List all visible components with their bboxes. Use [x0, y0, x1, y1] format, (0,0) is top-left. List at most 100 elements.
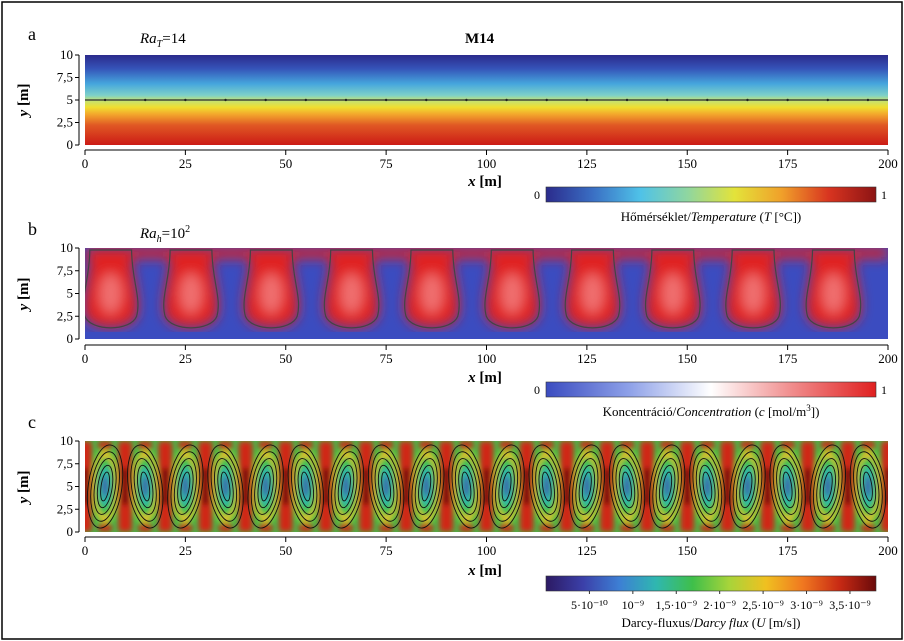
panel-a-ylabel: y [m]	[16, 84, 32, 119]
x-tick-label: 50	[279, 351, 292, 366]
y-tick-label: 0	[67, 137, 74, 152]
streamline	[622, 471, 632, 502]
cell-center	[182, 475, 189, 498]
x-tick-label: 150	[678, 156, 698, 171]
streamline	[732, 451, 763, 522]
cell-center	[343, 475, 349, 498]
streamline	[451, 451, 482, 522]
cell-center	[543, 475, 550, 498]
streamline	[167, 444, 204, 529]
streamline	[779, 464, 796, 509]
panel-a-rayleigh: RaT=14	[139, 31, 186, 50]
panel-b-ylabel: y [m]	[16, 278, 32, 313]
x-tick-label: 75	[380, 156, 393, 171]
panel-a-x-ticks: 0 25 50 75 100 125 150 175 200	[82, 150, 898, 171]
x-tick-label: 150	[678, 351, 698, 366]
streamline	[207, 444, 244, 529]
cell-boundary-core	[644, 468, 651, 505]
streamline	[260, 471, 271, 502]
panel-c-heatmap	[85, 441, 888, 532]
streamline	[739, 464, 756, 509]
streamline	[371, 451, 401, 522]
isotherm-marker	[144, 98, 147, 102]
x-tick-label: 0	[82, 156, 89, 171]
cell-bottom-flux	[579, 524, 594, 532]
cell-bottom-flux	[780, 524, 795, 532]
cell-center	[303, 475, 309, 498]
y-tick-label: 5	[67, 286, 74, 301]
cell-bottom-flux	[459, 524, 474, 532]
streamline	[214, 458, 238, 515]
cell-center	[383, 475, 389, 498]
cell-top-flux	[499, 441, 514, 449]
streamline	[575, 458, 599, 515]
streamline	[90, 451, 120, 522]
x-tick-label: 175	[778, 543, 798, 558]
x-tick-label: 200	[878, 543, 898, 558]
panel-b-xlabel: x [m]	[467, 370, 502, 386]
streamline	[254, 458, 278, 515]
panel-b-rayleigh: Rah=102	[139, 224, 190, 245]
finger-core	[260, 273, 283, 314]
cell-top-flux	[298, 441, 313, 449]
streamline	[535, 458, 559, 515]
cell-boundary-core	[403, 468, 410, 505]
streamline	[127, 444, 164, 529]
cell-center	[624, 475, 630, 498]
x-tick-label: 0	[82, 543, 89, 558]
streamline	[491, 451, 522, 522]
finger-core	[420, 273, 443, 314]
y-tick-label: 7,5	[57, 456, 73, 471]
streamline	[612, 451, 642, 522]
cell-bottom-flux	[178, 524, 193, 532]
streamline	[291, 451, 321, 522]
streamline	[140, 471, 151, 502]
cell-top-flux	[620, 441, 635, 449]
streamline	[816, 458, 840, 515]
panel-c-x-ticks: 0 25 50 75 100 125 150 175 200	[82, 537, 898, 558]
cell-bottom-flux	[379, 524, 394, 532]
cell-boundary-core	[764, 468, 771, 505]
finger-core	[661, 273, 684, 314]
streamline	[568, 444, 606, 529]
cell-top-flux	[780, 441, 795, 449]
panel-a-letter: a	[28, 24, 36, 44]
cell-top-flux	[178, 441, 193, 449]
finger-contour	[564, 249, 621, 329]
streamline	[649, 444, 686, 529]
isotherm-marker	[425, 98, 428, 102]
streamline	[699, 464, 716, 509]
streamline	[334, 458, 358, 515]
cell-top-flux	[539, 441, 554, 449]
panel-a: a RaT=14 M14 02,557,510 0 25 50 75 100 125 150…	[16, 24, 898, 224]
cell-bottom-flux	[419, 524, 434, 532]
streamline	[692, 451, 723, 522]
cell-boundary-core	[282, 468, 289, 505]
cell-bottom-flux	[138, 524, 153, 532]
panel-a-xlabel: x [m]	[467, 174, 502, 190]
streamline	[381, 471, 392, 502]
streamline	[538, 464, 555, 509]
cell-boundary-core	[844, 468, 851, 505]
colorbar-a-min: 0	[534, 188, 540, 202]
cell-bottom-flux	[539, 524, 554, 532]
panel-c-y-ticks: 0 2,5 5 7,5 10	[57, 433, 79, 539]
cell-top-flux	[419, 441, 434, 449]
cell-bottom-flux	[860, 524, 875, 532]
streamline	[133, 458, 157, 515]
cell-center	[824, 475, 831, 498]
colorbar-c-tick-label: 2·10⁻⁹	[703, 598, 736, 612]
x-tick-label: 50	[279, 156, 292, 171]
finger-contour	[805, 249, 862, 329]
streamline	[776, 458, 800, 515]
streamline	[769, 444, 806, 529]
streamline	[220, 471, 231, 502]
colorbar-b	[545, 381, 877, 398]
isotherm-marker	[706, 98, 709, 102]
colorbar-b-min: 0	[534, 383, 540, 397]
streamline	[210, 451, 241, 522]
streamline	[608, 444, 646, 529]
cell-boundary-core	[162, 468, 169, 505]
cell-bottom-flux	[338, 524, 353, 532]
